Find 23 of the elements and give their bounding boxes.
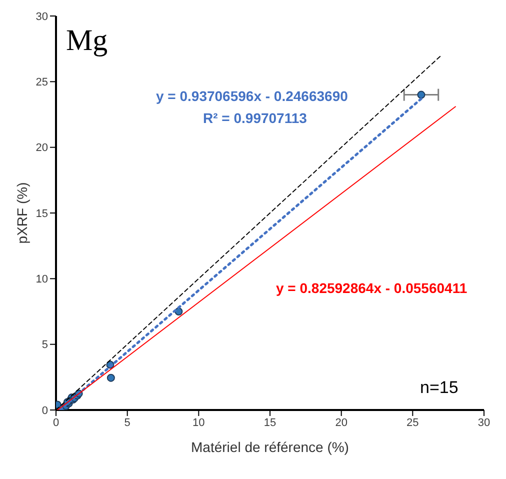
x-tick-label: 10: [192, 416, 205, 429]
annotation: R² = 0.99707113: [203, 110, 307, 126]
y-tick-label: 30: [36, 10, 48, 23]
x-tick-label: 0: [52, 416, 60, 429]
annotation: y = 0.93706596x - 0.24663690: [156, 88, 348, 104]
x-tick-label: 15: [264, 416, 276, 429]
x-tick-label: 30: [478, 416, 490, 429]
point: [417, 90, 426, 99]
y-tick-label: 20: [36, 142, 48, 154]
x-tick-label: 20: [335, 416, 348, 429]
y-tick-label: 5: [42, 339, 48, 352]
y-axis-title: pXRF (%): [14, 182, 30, 244]
y-tick-label: 0: [42, 404, 48, 417]
x-tick-label: 5: [124, 416, 130, 429]
annotation: y = 0.82592864x - 0.05560411: [276, 280, 468, 296]
y-tick-label: 10: [36, 274, 48, 286]
point: [106, 374, 115, 382]
y-tick-label: 15: [36, 208, 48, 220]
annotation: n=15: [420, 378, 458, 398]
chart-title: Mg: [66, 24, 108, 58]
y-tick-label: 25: [36, 76, 48, 89]
x-tick-label: 25: [406, 416, 419, 429]
x-axis-title: Matériel de référence (%): [191, 439, 349, 455]
